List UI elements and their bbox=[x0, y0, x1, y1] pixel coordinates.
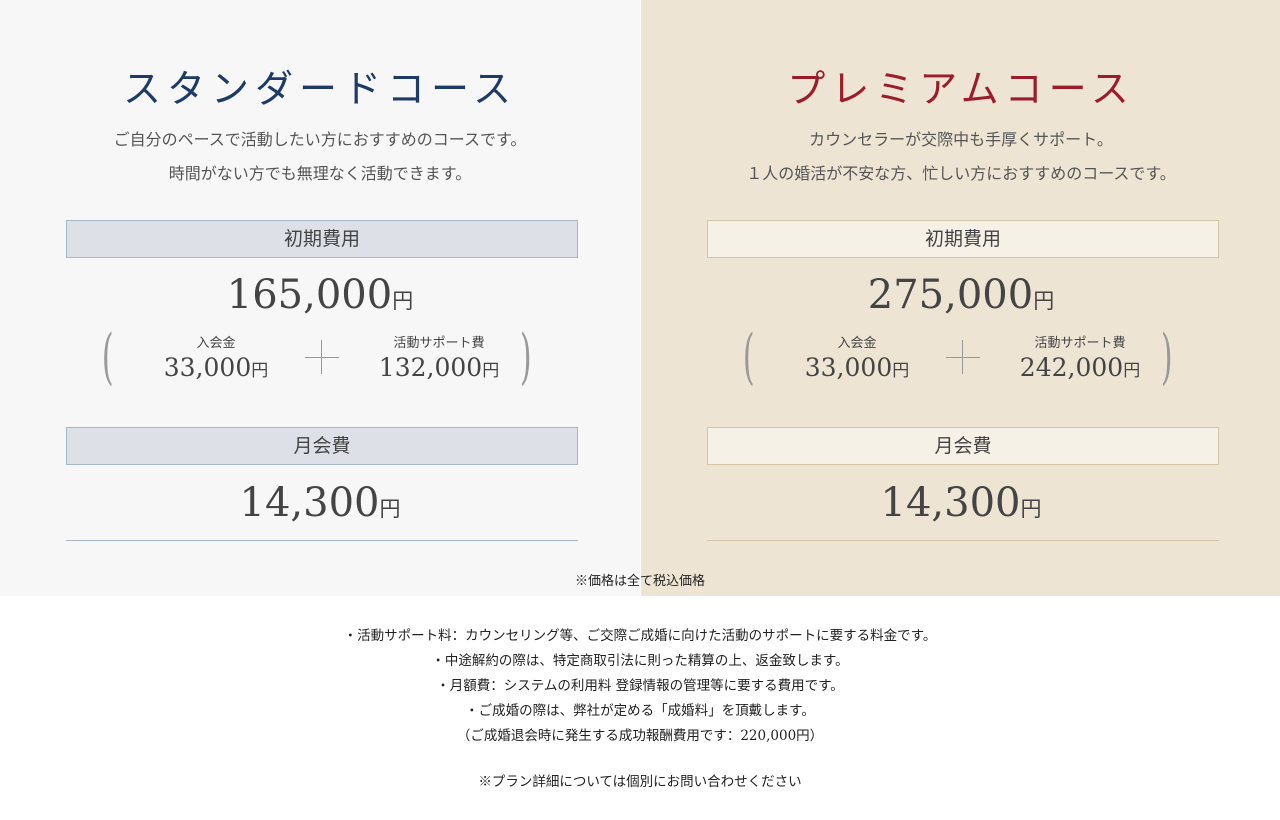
support-fee: 活動サポート費 242,000円 bbox=[1019, 336, 1141, 382]
initial-fee-header: 初期費用 bbox=[66, 220, 578, 258]
paren-right: ) bbox=[1160, 322, 1173, 392]
support-fee: 活動サポート費 132,000円 bbox=[378, 336, 500, 382]
tax-note: ※価格は全て税込価格 bbox=[574, 574, 705, 589]
note-item: ・ご成婚の際は、弊社が定める「成婚料」を頂戴します。 bbox=[465, 703, 815, 719]
initial-fee-header: 初期費用 bbox=[707, 220, 1219, 258]
plus-icon bbox=[946, 340, 980, 374]
paren-right: ) bbox=[519, 322, 532, 392]
desc-line: ご自分のペースで活動したい方におすすめのコースです。 bbox=[113, 130, 527, 149]
initial-fee-total: 275,000円 bbox=[867, 272, 1055, 318]
plan-title: スタンダードコース bbox=[122, 67, 518, 111]
divider bbox=[707, 540, 1219, 541]
plan-description: ご自分のペースで活動したい方におすすめのコースです。 時間がない方でも無理なく活… bbox=[0, 123, 640, 191]
plus-icon bbox=[305, 340, 339, 374]
note-item: （ご成婚退会時に発生する成功報酬費用です：220,000円） bbox=[456, 728, 824, 744]
plan-description: カウンセラーが交際中も手厚くサポート。 １人の婚活が不安な方、忙しい方におすすめ… bbox=[641, 123, 1280, 191]
paren-left: ( bbox=[742, 322, 755, 392]
paren-left: ( bbox=[101, 322, 114, 392]
initial-fee-total: 165,000円 bbox=[226, 272, 414, 318]
notes-list: ・活動サポート料：カウンセリング等、ご交際ご成婚に向けた活動のサポートに要する料… bbox=[0, 624, 1280, 749]
note-item: ・月額費：システムの利用料 登録情報の管理等に要する費用です。 bbox=[436, 678, 844, 694]
desc-line: １人の婚活が不安な方、忙しい方におすすめのコースです。 bbox=[746, 164, 1176, 183]
monthly-fee-header: 月会費 bbox=[66, 427, 578, 465]
premium-course-panel: プレミアムコース カウンセラーが交際中も手厚くサポート。 １人の婚活が不安な方、… bbox=[641, 0, 1280, 596]
admission-fee: 入会金 33,000円 bbox=[163, 336, 269, 382]
desc-line: 時間がない方でも無理なく活動できます。 bbox=[168, 164, 472, 183]
divider bbox=[66, 540, 578, 541]
standard-course-panel: スタンダードコース ご自分のペースで活動したい方におすすめのコースです。 時間が… bbox=[0, 0, 640, 596]
monthly-fee-header: 月会費 bbox=[707, 427, 1219, 465]
admission-fee: 入会金 33,000円 bbox=[804, 336, 910, 382]
note-item: ・中途解約の際は、特定商取引法に則った精算の上、返金致します。 bbox=[431, 653, 849, 669]
monthly-fee: 14,300円 bbox=[880, 480, 1042, 526]
note-item: ・活動サポート料：カウンセリング等、ご交際ご成婚に向けた活動のサポートに要する料… bbox=[343, 628, 937, 644]
contact-note: ※プラン詳細については個別にお問い合わせください bbox=[478, 774, 802, 790]
desc-line: カウンセラーが交際中も手厚くサポート。 bbox=[809, 130, 1113, 149]
monthly-fee: 14,300円 bbox=[239, 480, 401, 526]
plan-title: プレミアムコース bbox=[787, 67, 1135, 111]
